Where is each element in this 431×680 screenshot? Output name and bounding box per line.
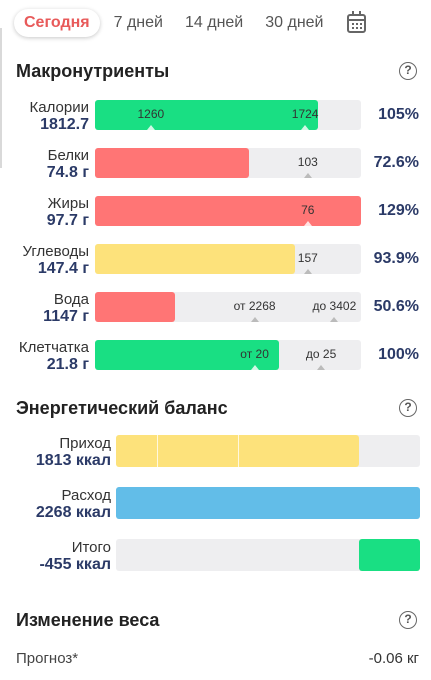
macro-name: Калории bbox=[29, 99, 89, 116]
energy-row: Расход 2268 ккал bbox=[0, 487, 431, 533]
macro-bar-mark-label: до 3402 bbox=[312, 299, 357, 313]
weight-title: Изменение веса bbox=[16, 610, 160, 630]
macro-bar-track: 103 bbox=[95, 148, 361, 178]
macro-name: Углеводы bbox=[22, 243, 89, 260]
macro-label: Клетчатка 21.8 г bbox=[19, 339, 89, 374]
weight-help-icon[interactable]: ? bbox=[399, 611, 417, 629]
energy-bar-fill bbox=[359, 539, 420, 571]
macro-bar-tick bbox=[303, 269, 312, 274]
macro-bar-track: от 20 до 25 bbox=[95, 340, 361, 370]
macros-help-icon[interactable]: ? bbox=[399, 62, 417, 80]
macro-row[interactable]: Вода 1147 г от 2268 до 3402 50.6% bbox=[0, 289, 431, 333]
energy-name: Приход bbox=[59, 435, 111, 452]
macro-bar-mark-label: до 25 bbox=[305, 347, 337, 361]
macro-percent: 105% bbox=[378, 106, 419, 123]
left-edge-scrollbar bbox=[0, 28, 2, 168]
macro-bar-tick bbox=[303, 221, 312, 226]
energy-label: Приход 1813 ккал bbox=[36, 435, 111, 470]
macro-bar-mark-label: от 20 bbox=[240, 347, 269, 361]
calendar-icon[interactable] bbox=[347, 10, 367, 33]
macro-value: 1147 г bbox=[43, 308, 89, 325]
macro-row[interactable]: Углеводы 147.4 г 157 93.9% bbox=[0, 241, 431, 285]
tab-30-days[interactable]: 30 дней bbox=[265, 14, 324, 31]
macro-bar-fill bbox=[95, 244, 295, 274]
energy-value: 1813 ккал bbox=[35, 452, 111, 469]
macro-bar-fill bbox=[95, 100, 319, 130]
energy-value: -455 ккал bbox=[39, 556, 111, 573]
macro-bar-tick bbox=[301, 125, 310, 130]
macro-row[interactable]: Клетчатка 21.8 г от 20 до 25 100% bbox=[0, 337, 431, 381]
energy-label: Итого -455 ккал bbox=[39, 539, 111, 574]
tab-7-days[interactable]: 7 дней bbox=[113, 14, 163, 31]
macro-percent: 93.9% bbox=[373, 250, 419, 267]
macro-bar-fill bbox=[95, 292, 175, 322]
forecast-label: Прогноз* bbox=[16, 650, 79, 667]
macro-name: Жиры bbox=[47, 195, 89, 212]
forecast-value: -0.06 кг bbox=[368, 650, 419, 667]
macros-title: Макронутриенты bbox=[16, 61, 170, 81]
energy-bar-track bbox=[116, 435, 420, 467]
macro-bar-mark-label: 1724 bbox=[291, 107, 319, 121]
energy-name: Расход bbox=[61, 487, 111, 504]
macro-bar-track: 157 bbox=[95, 244, 361, 274]
energy-bar-track bbox=[116, 487, 420, 519]
energy-segment-divider bbox=[157, 435, 159, 467]
macro-bar-track: 1260 1724 bbox=[95, 100, 361, 130]
macro-label: Углеводы 147.4 г bbox=[23, 243, 89, 278]
macro-bar-tick bbox=[330, 317, 339, 322]
energy-row: Приход 1813 ккал bbox=[0, 435, 431, 481]
tab-today[interactable]: Сегодня bbox=[14, 9, 100, 37]
macro-label: Вода 1147 г bbox=[43, 291, 89, 326]
macro-bar-tick bbox=[250, 317, 259, 322]
macro-bar-track: 76 bbox=[95, 196, 361, 226]
tab-14-days[interactable]: 14 дней bbox=[184, 14, 244, 31]
energy-value: 2268 ккал bbox=[35, 504, 111, 521]
macro-label: Калории 1812.7 bbox=[30, 99, 89, 134]
macro-bar-mark-label: от 2268 bbox=[233, 299, 276, 313]
macro-row[interactable]: Калории 1812.7 1260 1724 105% bbox=[0, 97, 431, 141]
macro-name: Клетчатка bbox=[18, 339, 89, 356]
macro-value: 74.8 г bbox=[46, 164, 89, 181]
macro-bar-tick bbox=[250, 365, 259, 370]
energy-title: Энергетический баланс bbox=[16, 398, 228, 418]
macro-name: Белки bbox=[47, 147, 89, 164]
macro-bar-mark-label: 157 bbox=[297, 251, 318, 265]
macro-bar-mark-label: 103 bbox=[297, 155, 318, 169]
macro-bar-fill bbox=[95, 148, 250, 178]
macro-percent: 129% bbox=[378, 202, 419, 219]
energy-bar-track bbox=[116, 539, 420, 571]
macro-bar-tick bbox=[146, 125, 155, 130]
period-tabs: Сегодня 7 дней 14 дней 30 дней bbox=[14, 8, 431, 38]
energy-label: Расход 2268 ккал bbox=[36, 487, 111, 522]
energy-row: Итого -455 ккал bbox=[0, 539, 431, 585]
macro-row[interactable]: Жиры 97.7 г 76 129% bbox=[0, 193, 431, 237]
macro-label: Белки 74.8 г bbox=[47, 147, 89, 182]
macro-bar-fill bbox=[95, 196, 361, 226]
macro-label: Жиры 97.7 г bbox=[47, 195, 89, 230]
macro-bar-mark-label: 76 bbox=[301, 203, 315, 217]
macro-bar-fill bbox=[95, 340, 279, 370]
macro-row[interactable]: Белки 74.8 г 103 72.6% bbox=[0, 145, 431, 189]
energy-help-icon[interactable]: ? bbox=[399, 399, 417, 417]
macro-bar-mark-label: 1260 bbox=[137, 107, 165, 121]
energy-bar-fill bbox=[116, 487, 420, 519]
macro-bar-tick bbox=[317, 365, 326, 370]
macro-value: 97.7 г bbox=[46, 212, 89, 229]
macro-bar-track: от 2268 до 3402 bbox=[95, 292, 361, 322]
macro-value: 1812.7 bbox=[40, 116, 89, 133]
macro-value: 21.8 г bbox=[46, 356, 89, 373]
macro-percent: 100% bbox=[378, 346, 419, 363]
macro-percent: 50.6% bbox=[373, 298, 419, 315]
macro-bar-tick bbox=[303, 173, 312, 178]
macro-percent: 72.6% bbox=[373, 154, 419, 171]
energy-name: Итого bbox=[71, 539, 111, 556]
energy-segment-divider bbox=[237, 435, 239, 467]
macro-value: 147.4 г bbox=[37, 260, 89, 277]
macro-name: Вода bbox=[53, 291, 89, 308]
